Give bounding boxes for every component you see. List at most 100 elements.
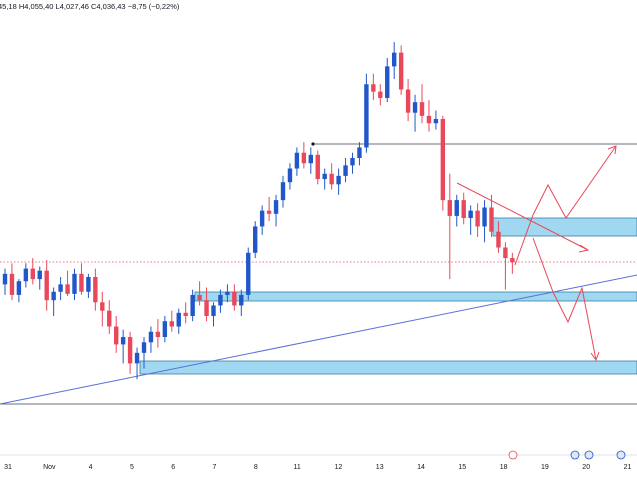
candle-body xyxy=(461,200,466,219)
candle-body xyxy=(114,326,119,345)
candle-body xyxy=(120,337,126,345)
candle-body xyxy=(419,102,425,116)
x-tick-label: 20 xyxy=(582,464,590,471)
candle-body xyxy=(197,294,202,301)
candle-body xyxy=(51,291,56,301)
candle-body xyxy=(183,312,188,316)
candle-body xyxy=(266,210,272,214)
candle-body xyxy=(155,331,161,338)
candle-body xyxy=(322,173,327,180)
x-tick-label: 15 xyxy=(458,464,466,471)
arrow-line xyxy=(532,237,597,361)
candle-body xyxy=(343,165,348,176)
candle-body xyxy=(433,119,439,124)
candle-body xyxy=(37,270,42,280)
candle-body xyxy=(510,258,515,263)
candle-body xyxy=(426,115,432,124)
header-bg xyxy=(0,0,230,12)
time-axis: 31 Nov 4 5 6 7 8 11 12 13 14 15 18 19 20 21 xyxy=(4,464,631,471)
projection-arrows xyxy=(456,145,617,362)
x-tick-label: 5 xyxy=(130,464,134,471)
candle-body xyxy=(86,277,91,292)
candle-body xyxy=(329,173,334,185)
candle-body xyxy=(232,291,237,306)
candle-body xyxy=(218,294,223,306)
candle-body xyxy=(9,273,15,295)
candle-body xyxy=(93,277,98,303)
arrow-head xyxy=(590,351,600,362)
candle-body xyxy=(246,252,251,295)
candle-body xyxy=(475,210,480,227)
x-tick-label: 12 xyxy=(335,464,343,471)
candle-body xyxy=(447,200,452,216)
candle-body xyxy=(23,268,29,282)
candle-body xyxy=(169,321,174,327)
candle-body xyxy=(225,291,230,295)
trendline xyxy=(0,274,637,405)
candle-body xyxy=(176,312,181,327)
support-zone xyxy=(194,291,637,302)
candle-body xyxy=(239,294,244,306)
ohlc-legend: 45,18 H4,055,40 L4,027,46 C4,036,43 −8,7… xyxy=(0,2,180,11)
candle-body xyxy=(454,200,459,216)
candle-body xyxy=(141,342,147,353)
event-icon xyxy=(570,450,580,460)
x-tick-label: 8 xyxy=(254,464,258,471)
arrow-line xyxy=(514,145,617,266)
candle-body xyxy=(30,268,35,280)
candle-body xyxy=(496,231,501,248)
drawings xyxy=(0,142,637,405)
candles xyxy=(2,42,515,380)
candle-body xyxy=(405,89,411,113)
x-tick-label: 11 xyxy=(293,464,300,471)
event-icon xyxy=(616,450,626,460)
candle-body xyxy=(503,247,508,259)
candle-body xyxy=(211,305,216,316)
candle-body xyxy=(350,157,355,166)
candle-body xyxy=(273,200,279,214)
x-tick-label: 7 xyxy=(213,464,217,471)
candle-body xyxy=(287,168,293,183)
candle-body xyxy=(253,226,258,253)
candle-body xyxy=(301,152,307,164)
arrow-head xyxy=(578,244,590,253)
resistance-zone xyxy=(492,217,637,237)
candle-body xyxy=(65,284,70,294)
x-tick-label: 31 xyxy=(4,464,12,471)
candle-body xyxy=(482,207,487,227)
candle-body xyxy=(44,270,49,301)
x-tick-label: 19 xyxy=(541,464,549,471)
candle-body xyxy=(468,210,473,219)
candle-body xyxy=(79,273,84,292)
candle-body xyxy=(100,302,105,311)
x-tick-label: 21 xyxy=(624,464,632,471)
arrow-line xyxy=(456,182,589,251)
candle-body xyxy=(308,154,313,164)
candle-body xyxy=(72,273,77,294)
candle-body xyxy=(127,337,133,364)
candle-body xyxy=(294,152,300,169)
candle-body xyxy=(412,102,418,113)
candle-body xyxy=(440,119,446,201)
candle-body xyxy=(398,52,404,90)
candle-body xyxy=(364,84,369,148)
event-icon xyxy=(508,450,518,460)
candle-body xyxy=(280,182,286,201)
candle-body xyxy=(392,52,397,67)
candle-body xyxy=(58,284,63,292)
candle-body xyxy=(190,294,195,316)
candle-body xyxy=(2,273,8,285)
candle-body xyxy=(204,300,209,316)
candle-body xyxy=(107,310,112,327)
x-tick-label: 6 xyxy=(171,464,175,471)
arrow-head xyxy=(607,145,617,155)
candle-body xyxy=(489,207,494,232)
x-tick-label: 4 xyxy=(89,464,93,471)
event-icon xyxy=(584,450,594,460)
candle-body xyxy=(357,147,362,158)
candle-body xyxy=(315,154,320,180)
candle-body xyxy=(148,331,154,343)
x-tick-label: 13 xyxy=(376,464,384,471)
